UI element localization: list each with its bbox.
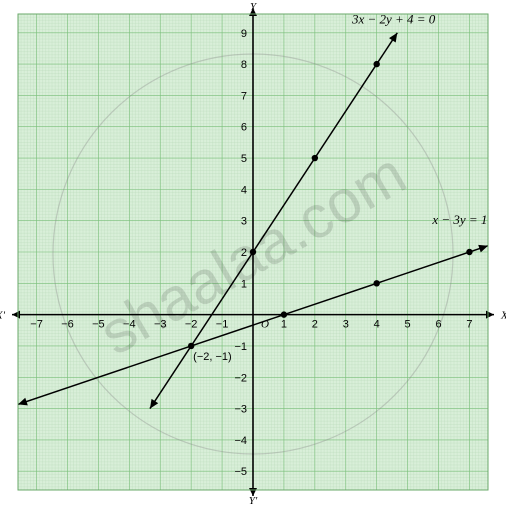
chart-svg: shaalaa.com−7−6−5−4−3−2−11234567−5−4−3−2… bbox=[0, 0, 506, 508]
svg-text:−4: −4 bbox=[234, 435, 247, 447]
svg-text:6: 6 bbox=[435, 319, 441, 331]
x-axis-neg-label: X' bbox=[0, 310, 6, 322]
svg-text:−5: −5 bbox=[92, 319, 105, 331]
svg-text:9: 9 bbox=[241, 28, 247, 40]
equation-label-1: x − 3y = 1 bbox=[431, 212, 487, 227]
svg-text:3: 3 bbox=[343, 319, 349, 331]
svg-text:1: 1 bbox=[241, 278, 247, 290]
svg-text:−3: −3 bbox=[234, 404, 247, 416]
svg-text:−2: −2 bbox=[234, 372, 247, 384]
graph-chart: shaalaa.com−7−6−5−4−3−2−11234567−5−4−3−2… bbox=[0, 0, 506, 508]
svg-text:4: 4 bbox=[241, 184, 247, 196]
svg-text:2: 2 bbox=[312, 319, 318, 331]
svg-text:−1: −1 bbox=[234, 341, 247, 353]
svg-text:−7: −7 bbox=[30, 319, 43, 331]
svg-text:8: 8 bbox=[241, 59, 247, 71]
svg-text:−6: −6 bbox=[61, 319, 74, 331]
svg-text:−4: −4 bbox=[123, 319, 136, 331]
svg-text:7: 7 bbox=[241, 90, 247, 102]
svg-text:3: 3 bbox=[241, 216, 247, 228]
y-axis-pos-label: Y bbox=[250, 1, 258, 13]
svg-text:−5: −5 bbox=[234, 466, 247, 478]
svg-text:2: 2 bbox=[241, 247, 247, 259]
svg-text:6: 6 bbox=[241, 122, 247, 134]
svg-text:5: 5 bbox=[405, 319, 411, 331]
y-axis-neg-label: Y' bbox=[249, 495, 258, 507]
svg-text:−1: −1 bbox=[216, 319, 229, 331]
svg-text:5: 5 bbox=[241, 153, 247, 165]
svg-text:−2: −2 bbox=[185, 319, 198, 331]
svg-text:7: 7 bbox=[466, 319, 472, 331]
svg-text:4: 4 bbox=[374, 319, 380, 331]
intersection-label: (−2, −1) bbox=[193, 351, 232, 363]
x-axis-pos-label: X bbox=[500, 310, 506, 322]
svg-text:−3: −3 bbox=[154, 319, 167, 331]
svg-text:1: 1 bbox=[281, 319, 287, 331]
